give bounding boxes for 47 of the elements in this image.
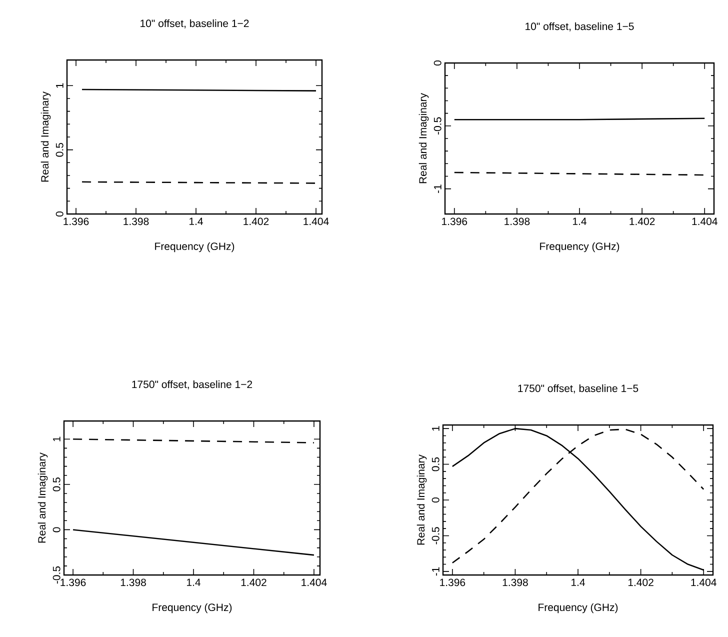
y-tick-label: 0.5: [56, 142, 64, 157]
x-axis-title: Frequency (GHz): [538, 603, 618, 614]
y-tick-label: 0: [432, 498, 440, 503]
y-tick-label: 1: [53, 436, 60, 442]
chart-title: 10" offset, baseline 1−5: [526, 22, 634, 32]
x-tick-label: 1.4: [190, 218, 203, 225]
y-tick-label: 0: [434, 60, 442, 66]
y-axis-title: Real and Imaginary: [418, 93, 429, 184]
y-axis-title: Real and Imaginary: [38, 452, 48, 543]
x-tick-label: 1.4: [573, 218, 586, 225]
x-tick-label: 1.402: [628, 578, 654, 586]
x-tick-label: 1.402: [630, 218, 655, 226]
chart-title: 1750" offset, baseline 1−5: [518, 384, 638, 394]
y-tick-label: 1: [432, 426, 440, 431]
x-tick-label: 1.396: [64, 218, 89, 226]
y-tick-label: -0.5: [434, 117, 442, 134]
y-tick-label: -1: [434, 184, 442, 194]
y-tick-label: 0: [56, 211, 64, 217]
x-tick-label: 1.404: [692, 218, 718, 226]
x-tick-label: 1.398: [124, 218, 149, 226]
y-axis-title: Real and Imaginary: [416, 454, 427, 545]
x-tick-label: 1.404: [302, 578, 327, 586]
x-tick-label: 1.4: [572, 578, 585, 586]
y-tick-label: -1: [432, 567, 440, 576]
y-tick-label: -0.5: [432, 527, 440, 544]
chart-title: 10" offset, baseline 1−2: [140, 19, 249, 28]
x-tick-label: 1.398: [504, 218, 530, 226]
x-tick-label: 1.398: [120, 578, 146, 586]
x-tick-label: 1.402: [241, 578, 266, 586]
x-tick-label: 1.398: [502, 578, 528, 586]
x-axis-title: Frequency (GHz): [152, 603, 232, 614]
y-tick-label: 0.5: [432, 457, 440, 472]
y-tick-label: 0: [52, 527, 60, 532]
y-tick-label: 0.5: [52, 478, 60, 492]
x-tick-label: 1.396: [440, 578, 466, 586]
x-axis-title: Frequency (GHz): [540, 242, 620, 252]
y-axis-title: Real and Imaginary: [40, 92, 51, 182]
x-tick-label: 1.396: [60, 578, 86, 586]
y-tick-label: -0.5: [52, 566, 60, 584]
x-axis-title: Frequency (GHz): [155, 242, 234, 252]
chart-title: 1750" offset, baseline 1−2: [132, 380, 252, 390]
x-tick-label: 1.404: [304, 218, 329, 226]
x-tick-label: 1.404: [691, 578, 716, 586]
x-tick-label: 1.4: [187, 578, 200, 586]
y-tick-label: 1: [56, 83, 64, 88]
x-tick-label: 1.396: [442, 218, 468, 226]
x-tick-label: 1.402: [244, 218, 269, 226]
